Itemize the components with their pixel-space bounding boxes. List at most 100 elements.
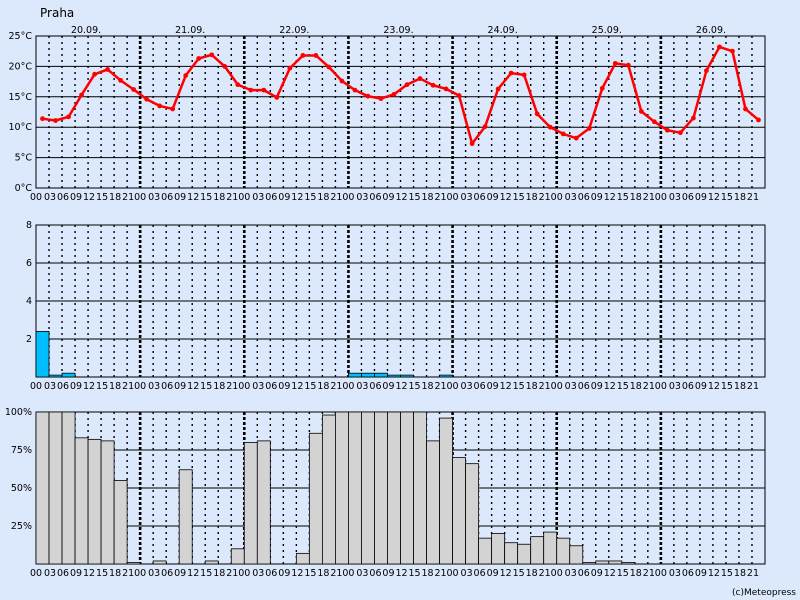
temp-x-tick: 12 bbox=[187, 192, 199, 203]
temp-plot-area bbox=[35, 35, 766, 189]
temp-x-tick: 06 bbox=[57, 192, 69, 203]
temp-x-tick: 18 bbox=[109, 192, 121, 203]
temperature-point bbox=[573, 135, 579, 141]
cloud-x-tick: 21 bbox=[330, 568, 342, 579]
cloud-x-tick: 12 bbox=[187, 568, 199, 579]
temp-x-tick: 15 bbox=[304, 192, 316, 203]
temperature-point bbox=[131, 87, 137, 92]
temperature-point bbox=[261, 87, 267, 93]
temp-x-tick: 18 bbox=[213, 192, 225, 203]
precipitation-bar bbox=[48, 374, 63, 378]
temp-x-tick: 09 bbox=[591, 192, 603, 203]
precip-x-tick: 18 bbox=[317, 381, 329, 392]
temp-x-tick: 12 bbox=[291, 192, 303, 203]
precip-y-tick: 8 bbox=[26, 220, 32, 231]
precipitation-bar bbox=[348, 372, 362, 378]
cloud-x-tick: 00 bbox=[447, 568, 459, 579]
temp-x-tick: 09 bbox=[695, 192, 707, 203]
temp-x-tick: 03 bbox=[461, 192, 473, 203]
cloud-cover-bar bbox=[452, 457, 466, 565]
cloud-cover-bar bbox=[400, 411, 414, 565]
cloud-x-tick: 03 bbox=[565, 568, 577, 579]
temp-x-tick: 06 bbox=[474, 192, 486, 203]
temp-y-tick: 25°C bbox=[9, 31, 33, 42]
cloud-x-tick: 18 bbox=[630, 568, 642, 579]
temp-x-tick: 21 bbox=[435, 192, 447, 203]
temperature-point bbox=[756, 117, 761, 123]
temperature-point bbox=[443, 86, 449, 92]
temperature-point bbox=[40, 116, 45, 122]
temperature-point bbox=[287, 65, 293, 71]
cloud-y-tick: 100% bbox=[5, 407, 32, 418]
cloud-cover-bar bbox=[556, 537, 571, 565]
precip-x-tick: 15 bbox=[304, 381, 316, 392]
cloud-cover-bar bbox=[295, 552, 310, 565]
cloud-x-tick: 00 bbox=[30, 568, 42, 579]
cloud-cover-bar bbox=[230, 548, 245, 565]
temp-x-tick: 21 bbox=[539, 192, 551, 203]
cloud-cover-bar bbox=[126, 562, 141, 565]
cloud-x-tick: 12 bbox=[708, 568, 720, 579]
cloud-x-tick: 21 bbox=[643, 568, 655, 579]
temperature-point bbox=[599, 85, 605, 91]
cloud-cover-bar bbox=[478, 537, 493, 565]
temperature-point bbox=[105, 67, 110, 72]
cloud-x-tick: 06 bbox=[682, 568, 694, 579]
temp-x-tick: 09 bbox=[174, 192, 186, 203]
cloud-x-tick: 21 bbox=[435, 568, 447, 579]
cloud-x-tick: 21 bbox=[539, 568, 551, 579]
temperature-point bbox=[313, 53, 319, 58]
temp-x-tick: 03 bbox=[356, 192, 368, 203]
temperature-point bbox=[79, 92, 84, 98]
cloud-cover-bar bbox=[608, 560, 623, 565]
temp-x-tick: 09 bbox=[487, 192, 499, 203]
cloud-x-tick: 21 bbox=[122, 568, 134, 579]
temperature-point bbox=[495, 86, 501, 92]
cloud-x-tick: 18 bbox=[421, 568, 433, 579]
cloud-cover-bar bbox=[439, 417, 453, 565]
temp-x-tick: 21 bbox=[330, 192, 342, 203]
temp-x-tick: 00 bbox=[447, 192, 459, 203]
temperature-point bbox=[730, 48, 735, 54]
date-labels: 20.09. 21.09. 22.09. 23.09. 24.09. 25.09. 26.0… bbox=[71, 25, 726, 36]
cloud-x-tick: 03 bbox=[252, 568, 264, 579]
cloud-x-tick: 15 bbox=[408, 568, 420, 579]
cloud-cover-bar bbox=[178, 469, 193, 565]
cloud-x-tick: 15 bbox=[304, 568, 316, 579]
precip-x-tick: 06 bbox=[57, 381, 69, 392]
cloud-x-tick: 15 bbox=[617, 568, 629, 579]
temp-x-tick: 12 bbox=[395, 192, 407, 203]
cloud-x-tick: 18 bbox=[213, 568, 225, 579]
temp-x-tick: 06 bbox=[265, 192, 277, 203]
temperature-point bbox=[118, 77, 124, 83]
cloud-x-tick: 09 bbox=[70, 568, 82, 579]
precip-x-tick: 03 bbox=[669, 381, 681, 392]
cloud-cover-bar bbox=[595, 560, 610, 565]
temp-x-tick: 15 bbox=[721, 192, 733, 203]
temp-x-tick: 12 bbox=[500, 192, 512, 203]
precip-x-tick: 00 bbox=[238, 381, 250, 392]
cloud-cover-bar bbox=[530, 536, 545, 565]
cloud-cover-bar bbox=[113, 479, 128, 565]
precip-x-tick: 15 bbox=[513, 381, 525, 392]
temperature-point bbox=[378, 96, 384, 102]
precip-x-tick: 00 bbox=[655, 381, 667, 392]
cloud-x-tick: 03 bbox=[148, 568, 160, 579]
cloud-x-tick: 18 bbox=[734, 568, 746, 579]
precip-x-tick: 03 bbox=[44, 381, 56, 392]
cloud-x-tick: 06 bbox=[369, 568, 381, 579]
precip-x-tick: 21 bbox=[539, 381, 551, 392]
precip-x-tick: 03 bbox=[565, 381, 577, 392]
precip-x-tick: 03 bbox=[461, 381, 473, 392]
temperature-point bbox=[196, 56, 202, 61]
temp-x-tick: 21 bbox=[226, 192, 238, 203]
precip-x-tick: 06 bbox=[265, 381, 277, 392]
temp-x-tick: 06 bbox=[161, 192, 173, 203]
cloud-x-tick: 15 bbox=[200, 568, 212, 579]
temp-x-tick: 12 bbox=[604, 192, 616, 203]
temp-x-tick: 06 bbox=[578, 192, 590, 203]
cloud-cover-bar bbox=[335, 411, 349, 565]
precip-x-tick: 09 bbox=[591, 381, 603, 392]
cloud-x-tick: 12 bbox=[500, 568, 512, 579]
